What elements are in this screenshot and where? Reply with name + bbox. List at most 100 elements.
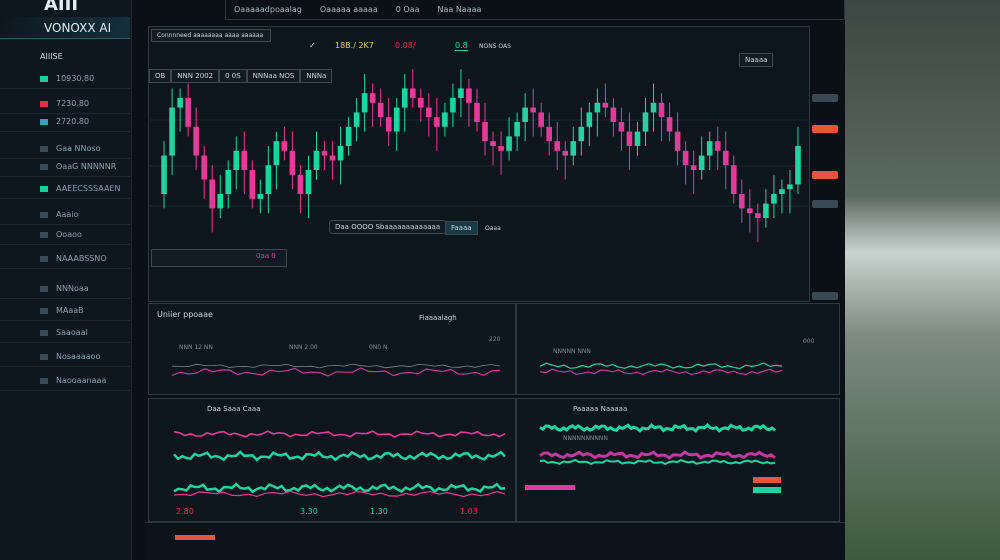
sidebar-item[interactable]: 2720.80 (40, 117, 89, 126)
indicator-line (539, 368, 783, 376)
divider (0, 320, 130, 321)
candle (482, 122, 488, 142)
sidebar-item[interactable]: 10930.80 (40, 74, 94, 83)
sidebar-item-icon (40, 307, 48, 314)
sidebar-item[interactable]: OaaG NNNNNR (40, 162, 116, 171)
tab-active[interactable]: 0.8 (455, 41, 468, 51)
price-tag (812, 200, 838, 208)
tag-button[interactable]: Faaaa (445, 221, 478, 235)
candle (738, 194, 745, 209)
divider (0, 131, 130, 132)
tag-label[interactable]: Oaaa (485, 225, 501, 232)
price-tag-red (812, 125, 838, 133)
timeframe-button[interactable]: OB (149, 69, 172, 83)
candle (345, 126, 352, 146)
timeframe-button[interactable]: NNNaa NOS (246, 69, 301, 83)
candle (674, 131, 681, 151)
candle (385, 117, 392, 132)
candle (642, 112, 649, 132)
candle (450, 98, 456, 113)
timeframe-button[interactable]: NNNa (300, 69, 333, 83)
sidebar-item-label: AAEECSSSAAEN (56, 184, 121, 193)
sidebar-item-label: Naooaanaaa (56, 376, 107, 385)
timeframe-button[interactable]: 0 0S (219, 69, 247, 83)
sidebar-item[interactable]: Ooaoo (40, 230, 82, 239)
candle (281, 141, 288, 151)
candle (787, 184, 793, 190)
candle (273, 141, 280, 166)
candle (369, 93, 376, 103)
sidebar-item[interactable]: MAaaB (40, 306, 84, 315)
sidebar-item[interactable]: Nosaaaaoo (40, 352, 100, 361)
candle (434, 117, 440, 127)
logo: AIII (44, 0, 79, 15)
value-label: 2.80 (176, 507, 194, 516)
candle (458, 88, 464, 98)
candle (289, 150, 296, 175)
candle (514, 122, 520, 137)
candle (185, 98, 191, 127)
quote-price: 18B./ 2K7 (335, 41, 374, 50)
candle (682, 150, 689, 166)
chart-footer-tools[interactable]: 0aa 0 (151, 249, 287, 267)
sidebar-item[interactable]: Gaa NNoso (40, 144, 100, 153)
sidebar-item-icon (40, 163, 48, 170)
series-label: 220 (489, 336, 501, 343)
toolbar-item[interactable]: Naa Naaaa (437, 5, 482, 14)
sidebar-item-label: Aaaio (56, 210, 79, 219)
sidebar-item[interactable]: Naooaanaaa (40, 376, 106, 385)
candle (297, 174, 304, 194)
sidebar-item-label: 7230.80 (56, 99, 90, 108)
indicator-line (173, 450, 506, 462)
toolbar-item[interactable]: 0 Oaa (395, 5, 420, 14)
candle (249, 170, 256, 199)
series-label: 0N0 N (369, 344, 388, 351)
sidebar-item[interactable]: NNNoaa (40, 284, 89, 293)
sidebar-item[interactable]: Saaoaal (40, 328, 88, 337)
sidebar-item[interactable]: 7230.80 (40, 99, 89, 108)
indicator-line (539, 422, 776, 433)
candle (747, 208, 753, 214)
sidebar-item[interactable]: NAAABSSNO (40, 254, 107, 263)
indicator-line (171, 367, 501, 377)
sidebar-item-icon (40, 377, 48, 384)
brand-title[interactable]: VONOXX AI (0, 17, 130, 39)
divider (0, 366, 130, 367)
toolbar-item[interactable]: Oaaaaadpoaalag (234, 5, 302, 14)
candle (393, 107, 400, 132)
tab-label[interactable]: NONS OAS (479, 43, 511, 50)
sidebar-item[interactable]: Aaaio (40, 210, 78, 219)
candle (722, 150, 729, 166)
value-label: 1.30 (370, 507, 388, 516)
sidebar-item[interactable]: AAEECSSSAAEN (40, 184, 120, 193)
candle (409, 88, 416, 98)
sidebar-item-icon (40, 145, 48, 152)
indicator-line (171, 363, 501, 369)
legend-bar (525, 485, 575, 490)
candle (209, 179, 215, 209)
timeframe-button[interactable]: NNN 2002 (171, 69, 220, 83)
candle (610, 107, 617, 122)
series-label: NNNNNNNNNN (563, 435, 608, 442)
sidebar-item-label: NNNoaa (56, 284, 89, 293)
toolbar-item[interactable]: Oaaaaa aaaaa (319, 5, 378, 14)
indicator-line (173, 430, 506, 438)
candle (361, 93, 368, 113)
candle (169, 107, 175, 156)
panel-title: Paaaaa Naaaaa (573, 405, 628, 413)
candle (257, 194, 264, 199)
checkmark-icon[interactable]: ✓ (309, 41, 316, 50)
series-label: 000 (803, 338, 815, 345)
divider (0, 390, 130, 391)
sidebar-item-icon (40, 75, 48, 82)
candle (771, 194, 777, 204)
indicator-line (539, 450, 776, 460)
right-button[interactable]: Naaaa (739, 53, 774, 67)
divider (0, 224, 130, 225)
footer-tag: 0aa 0 (256, 252, 276, 260)
sidebar-item-label: 2720.80 (56, 117, 90, 126)
divider (0, 298, 130, 299)
sidebar-item-label: Nosaaaaoo (56, 352, 101, 361)
sidebar-item-icon (40, 231, 48, 238)
candle (755, 213, 761, 218)
